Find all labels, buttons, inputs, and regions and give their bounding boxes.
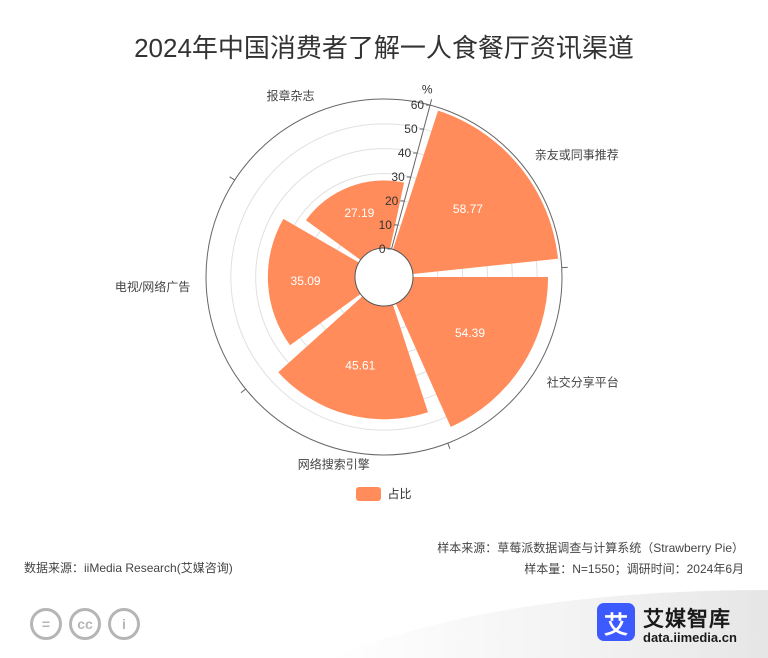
cc-license-icons: = cc i [30, 608, 140, 640]
brand-url: data.iimedia.cn [643, 630, 737, 645]
labels-group: 58.77 亲友或同事推荐 54.39 社交分享平台 45.61 网络搜索引擎 35.09 电… [115, 88, 619, 472]
legend-swatch [356, 486, 382, 501]
radial-tick-label: 60 [411, 98, 425, 112]
legend[interactable]: 占比 [0, 485, 768, 502]
data-label-3: 35.09 [291, 274, 321, 288]
radial-tick-label: 50 [404, 122, 418, 136]
footer-band [330, 590, 768, 658]
category-label-4: 报章杂志 [266, 88, 314, 103]
bar-3[interactable] [267, 218, 361, 346]
bar-4[interactable] [305, 180, 405, 260]
brand-mark-icon: 艾 [597, 603, 635, 641]
category-label-2: 网络搜索引擎 [298, 456, 370, 471]
data-label-2: 45.61 [345, 359, 375, 373]
radial-tick-label: 0 [379, 242, 386, 256]
legend-label: 占比 [387, 487, 412, 501]
person-icon: i [108, 608, 140, 640]
sample-size: 样本量：N=1550；调研时间：2024年6月 [524, 562, 744, 576]
brand-name: 艾媒智库 [643, 608, 731, 631]
radial-tick-label: 30 [391, 170, 405, 184]
angle-tick [240, 388, 246, 394]
radial-tick-label: 20 [385, 194, 399, 208]
chart-title: 2024年中国消费者了解一人食餐厅资讯渠道 [134, 33, 634, 63]
angle-tick [447, 442, 451, 449]
bars-group [267, 110, 558, 427]
angle-tick [229, 176, 235, 181]
data-source: 数据来源：iiMedia Research(艾媒咨询) [24, 561, 233, 575]
equals-icon: = [30, 608, 62, 640]
category-label-0: 亲友或同事推荐 [535, 148, 619, 162]
radial-axis: 0 10 20 30 40 50 60% [379, 82, 433, 256]
sample-source: 样本来源：草莓派数据调查与计算系统（Strawberry Pie） [437, 541, 744, 555]
data-label-4: 27.19 [344, 206, 374, 220]
inner-hole [354, 247, 414, 307]
sample-info: 样本来源：草莓派数据调查与计算系统（Strawberry Pie） 样本量：N=… [437, 538, 744, 580]
data-label-1: 54.39 [455, 326, 485, 340]
bar-1[interactable] [395, 277, 549, 427]
angle-tick [429, 99, 433, 106]
radial-tick-label: 40 [398, 146, 412, 160]
cc-icon: cc [69, 608, 101, 640]
radial-tick-label: 10 [379, 218, 393, 232]
category-label-1: 社交分享平台 [547, 375, 619, 390]
bar-0[interactable] [392, 110, 558, 274]
outer-ring [205, 98, 563, 456]
category-label-3: 电视/网络广告 [115, 279, 190, 294]
brand-logo: 艾 艾媒智库 data.iimedia.cn [597, 603, 757, 649]
data-label-0: 58.77 [453, 202, 483, 216]
radial-axis-unit: % [422, 82, 433, 96]
bar-2[interactable] [278, 296, 428, 420]
